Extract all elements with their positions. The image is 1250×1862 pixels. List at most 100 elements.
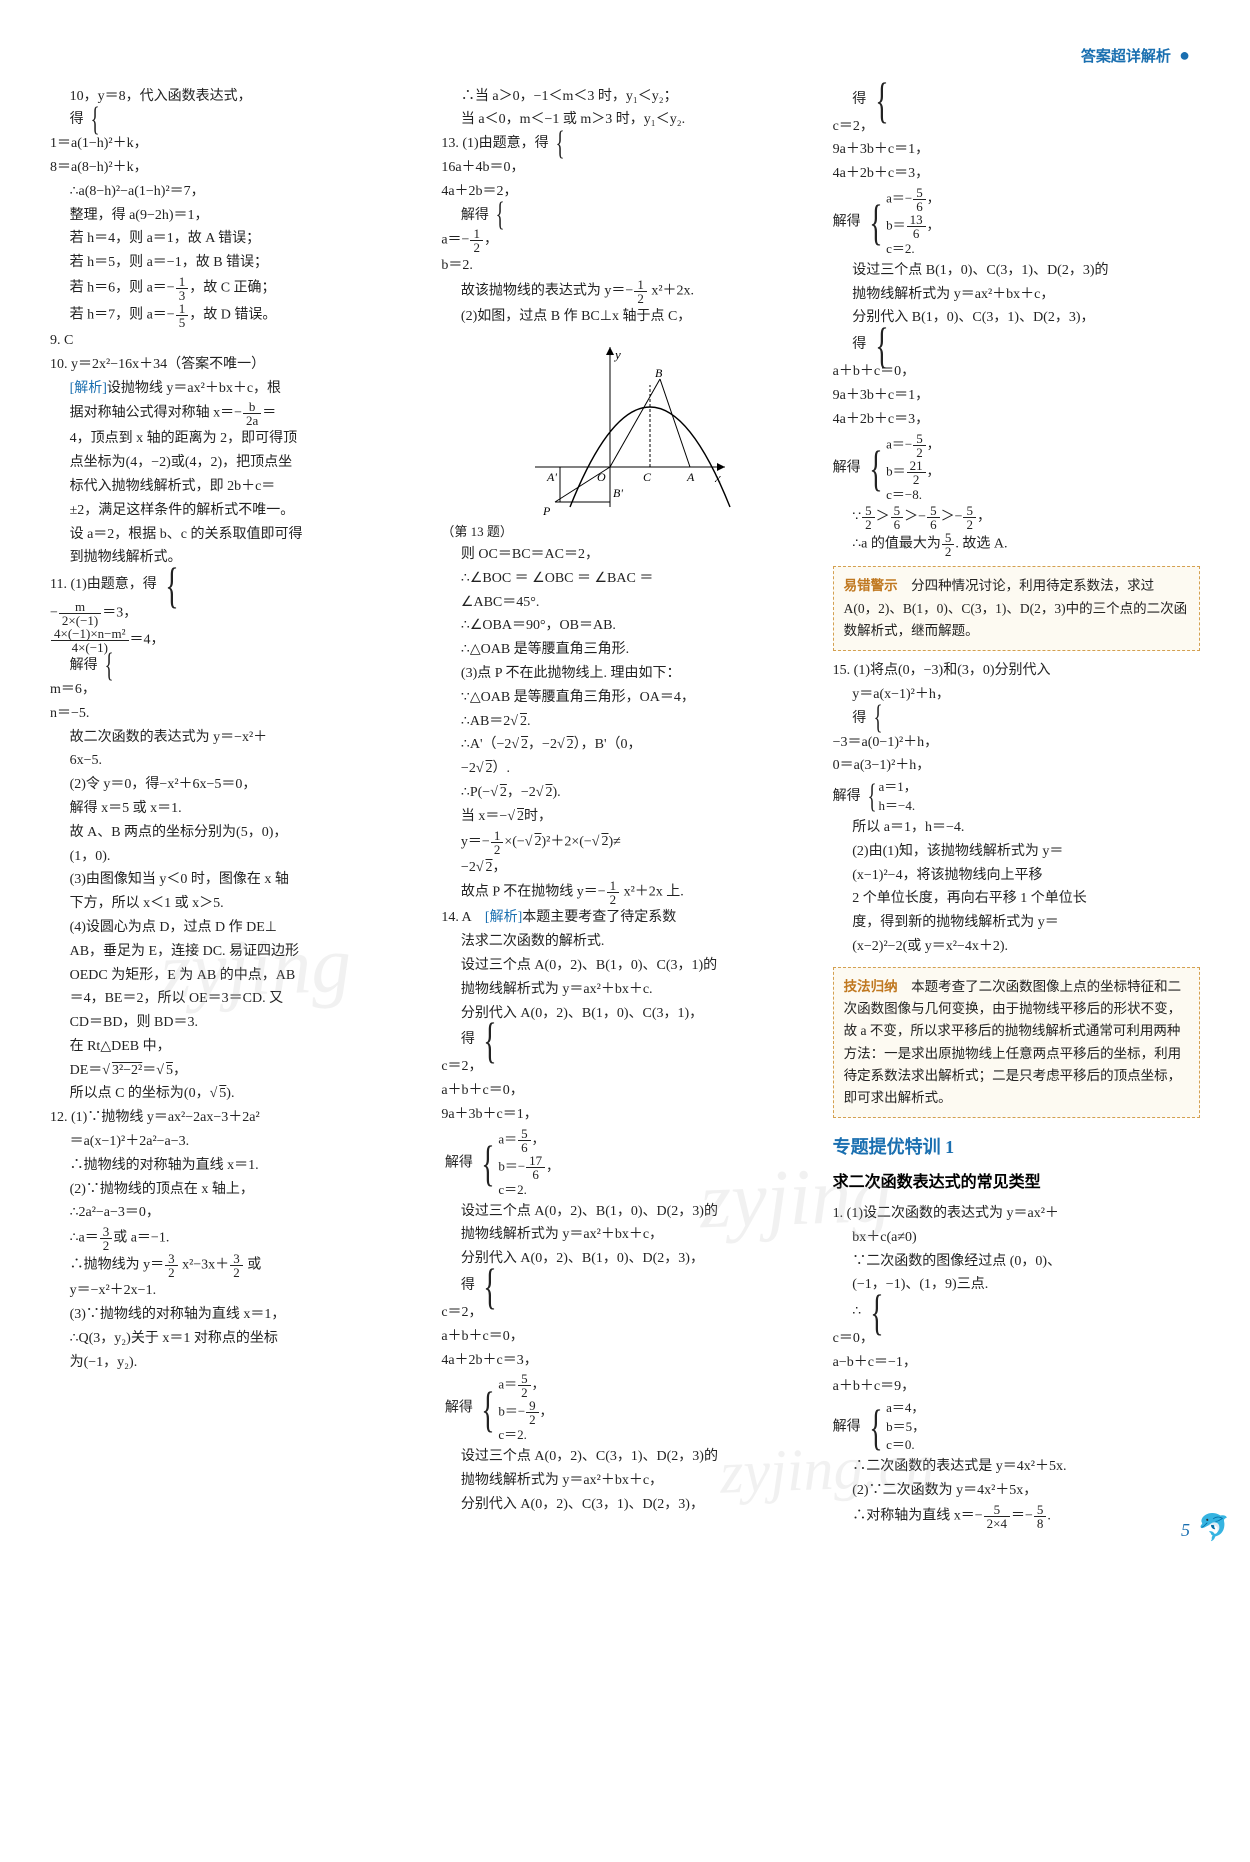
header-dot: ● <box>1175 45 1190 65</box>
text-line: 抛物线解析式为 y＝ax²＋bx＋c， <box>441 1469 808 1493</box>
svg-text:C: C <box>643 470 652 484</box>
text-line: 设 a＝2，根据 b、c 的关系取值即可得 <box>50 523 417 547</box>
text-line: 度，得到新的抛物线解析式为 y＝ <box>833 911 1200 935</box>
text-line: ∴a＝32或 a＝−1. <box>50 1225 417 1252</box>
text-line: 抛物线解析式为 y＝ax²＋bx＋c. <box>441 978 808 1002</box>
text-line: 设过三个点 B(1，0)、C(3，1)、D(2，3)的 <box>833 259 1200 283</box>
text-line: 得 { <box>833 707 1200 731</box>
box-label: 技法归纳 <box>844 979 898 994</box>
text-line: 得 { <box>833 85 1200 115</box>
text-line: 下方，所以 x＜1 或 x＞5. <box>50 892 417 916</box>
text-line: ∴抛物线为 y＝32 x²−3x＋32 或 <box>50 1252 417 1279</box>
figure-13: y x O B C A A' B' P <box>441 337 808 517</box>
section-title: 专题提优特训 1 <box>833 1132 1200 1163</box>
text-line: 当 a＜0，m＜−1 或 m＞3 时，y₁＜y₂. <box>441 108 808 132</box>
text-line: bx＋c(a≠0) <box>833 1226 1200 1250</box>
text-line: 解得 { <box>50 654 417 678</box>
text-line: (3)由图像知当 y＜0 时，图像在 x 轴 <box>50 868 417 892</box>
analysis-label: [解析] <box>485 910 522 925</box>
text-line: y＝−x²＋2x−1. <box>50 1279 417 1303</box>
column-3: 得 {c＝2，9a＋3b＋c＝1，4a＋2b＋c＝3， 解得 { a＝−56， … <box>833 85 1200 1530</box>
text-line: ∴a(8−h)²−a(1−h)²＝7， <box>50 180 417 204</box>
text-line: 当 x＝−√2时， <box>441 805 808 829</box>
svg-text:B': B' <box>613 486 623 500</box>
text-line: 分别代入 A(0，2)、C(3，1)、D(2，3)， <box>441 1493 808 1517</box>
text-line: 所以 a＝1，h＝−4. <box>833 816 1200 840</box>
text-line: ∴A'（−2√2，−2√2），B'（0， <box>441 733 808 757</box>
text-line: y＝−12×(−√2)²＋2×(−√2)≠ <box>441 829 808 856</box>
text-line: (2)∵二次函数为 y＝4x²＋5x， <box>833 1479 1200 1503</box>
text-line: 若 h＝6，则 a＝−13，故 C 正确； <box>50 275 417 302</box>
text-line: ＝a(x−1)²＋2a²−a−3. <box>50 1130 417 1154</box>
text-line: ∵52＞56＞−56＞−52， <box>833 504 1200 531</box>
text-line: 得 { <box>441 1271 808 1301</box>
text-line: 在 Rt△DEB 中， <box>50 1035 417 1059</box>
svg-text:B: B <box>655 366 663 380</box>
text-line: ∴二次函数的表达式是 y＝4x²＋5x. <box>833 1455 1200 1479</box>
text-line: ∴当 a＞0，−1＜m＜3 时，y₁＜y₂； <box>441 85 808 109</box>
text-line: 设过三个点 A(0，2)、B(1，0)、C(3，1)的 <box>441 954 808 978</box>
text-line: 2 个单位长度，再向右平移 1 个单位长 <box>833 887 1200 911</box>
text-line: ∴对称轴为直线 x＝−52×4＝−58. <box>833 1503 1200 1530</box>
page-header: 答案超详解析 ● <box>50 40 1200 71</box>
dolphin-icon: 🐬 <box>1198 1506 1230 1550</box>
column-2: ∴当 a＞0，−1＜m＜3 时，y₁＜y₂； 当 a＜0，m＜−1 或 m＞3 … <box>441 85 808 1530</box>
text-line: 故二次函数的表达式为 y＝−x²＋ <box>50 726 417 750</box>
method-box: 技法归纳 本题考查了二次函数图像上点的坐标特征和二次函数图像与几何变换，由于抛物… <box>833 967 1200 1119</box>
text-line: (2)∵抛物线的顶点在 x 轴上， <box>50 1178 417 1202</box>
svg-text:x: x <box>714 470 721 485</box>
subsection-title: 求二次函数表达式的常见类型 <box>833 1169 1200 1196</box>
text-line: 14. A [解析]本题主要考查了待定系数 <box>441 906 808 930</box>
box-label: 易错警示 <box>844 578 898 593</box>
text-line: 点坐标为(4，−2)或(4，2)，把顶点坐 <box>50 451 417 475</box>
text-line: DE＝√3²−2²＝√5， <box>50 1059 417 1083</box>
text-line: (2)由(1)知，该抛物线解析式为 y＝ <box>833 840 1200 864</box>
text-line: ∴ { <box>833 1297 1200 1327</box>
svg-text:O: O <box>597 470 606 484</box>
text-line: 若 h＝7，则 a＝−15，故 D 错误。 <box>50 302 417 329</box>
text-line: (3)点 P 不在此抛物线上. 理由如下： <box>441 662 808 686</box>
text-line: ∴抛物线的对称轴为直线 x＝1. <box>50 1154 417 1178</box>
text-line: (x−2)²−2(或 y＝x²−4x＋2). <box>833 935 1200 959</box>
text-line: [解析]设抛物线 y＝ax²＋bx＋c，根 <box>50 377 417 401</box>
header-title: 答案超详解析 <box>1081 49 1171 65</box>
text-line: 得 { <box>441 1025 808 1055</box>
text-line: 10，y＝8，代入函数表达式， <box>50 85 417 109</box>
text-line: y＝a(x−1)²＋h， <box>833 683 1200 707</box>
text-line: 设过三个点 A(0，2)、B(1，0)、D(2，3)的 <box>441 1200 808 1224</box>
content-columns: 10，y＝8，代入函数表达式， 得 { 1＝a(1−h)²＋k，8＝a(8−h)… <box>50 85 1200 1530</box>
text-line: 得 { <box>833 330 1200 360</box>
svg-text:P: P <box>542 504 551 517</box>
text-line: ∠ABC＝45°. <box>441 591 808 615</box>
text-line: 故 A、B 两点的坐标分别为(5，0)， <box>50 821 417 845</box>
box-text: 本题考查了二次函数图像上点的坐标特征和二次函数图像与几何变换，由于抛物线平移后的… <box>844 979 1182 1105</box>
text-line: 抛物线解析式为 y＝ax²＋bx＋c， <box>833 283 1200 307</box>
text-line: ∴P(−√2，−2√2). <box>441 781 808 805</box>
text-line: ∵二次函数的图像经过点 (0，0)、 <box>833 1250 1200 1274</box>
text-line: 到抛物线解析式。 <box>50 546 417 570</box>
text-line: (2)令 y＝0，得−x²＋6x−5＝0， <box>50 773 417 797</box>
text-line: 整理，得 a(9−2h)＝1， <box>50 204 417 228</box>
text-line: 解得 { <box>441 204 808 228</box>
text-line: (−1，−1)、(1，9)三点. <box>833 1273 1200 1297</box>
text-line: 据对称轴公式得对称轴 x＝−b2a＝ <box>50 400 417 427</box>
text-line: ＝4，BE＝2，所以 OE＝3＝CD. 又 <box>50 987 417 1011</box>
text-line: 11. (1)由题意，得 { <box>50 570 417 600</box>
text-line: 所以点 C 的坐标为(0，√5). <box>50 1082 417 1106</box>
text-line: CD＝BD，则 BD＝3. <box>50 1011 417 1035</box>
text-line: 4，顶点到 x 轴的距离为 2，即可得顶 <box>50 427 417 451</box>
text-line: 12. (1)∵抛物线 y＝ax²−2ax−3＋2a² <box>50 1106 417 1130</box>
text-line: ∴Q(3，y₂)关于 x＝1 对称点的坐标 <box>50 1327 417 1351</box>
text-line: 解得 x＝5 或 x＝1. <box>50 797 417 821</box>
text-line: 1. (1)设二次函数的表达式为 y＝ax²＋ <box>833 1202 1200 1226</box>
text-line: −2√2， <box>441 856 808 880</box>
text-line: 10. y＝2x²−16x＋34（答案不唯一） <box>50 353 417 377</box>
text-line: ∴2a²−a−3＝0， <box>50 1201 417 1225</box>
text-line: (3)∵抛物线的对称轴为直线 x＝1， <box>50 1303 417 1327</box>
text-line: (1，0). <box>50 845 417 869</box>
svg-text:A': A' <box>546 470 557 484</box>
text-line: 15. (1)将点(0，−3)和(3，0)分别代入 <box>833 659 1200 683</box>
text-line: ∴a 的值最大为52. 故选 A. <box>833 531 1200 558</box>
text-line: (x−1)²−4，将该抛物线向上平移 <box>833 864 1200 888</box>
analysis-label: [解析] <box>70 381 107 396</box>
